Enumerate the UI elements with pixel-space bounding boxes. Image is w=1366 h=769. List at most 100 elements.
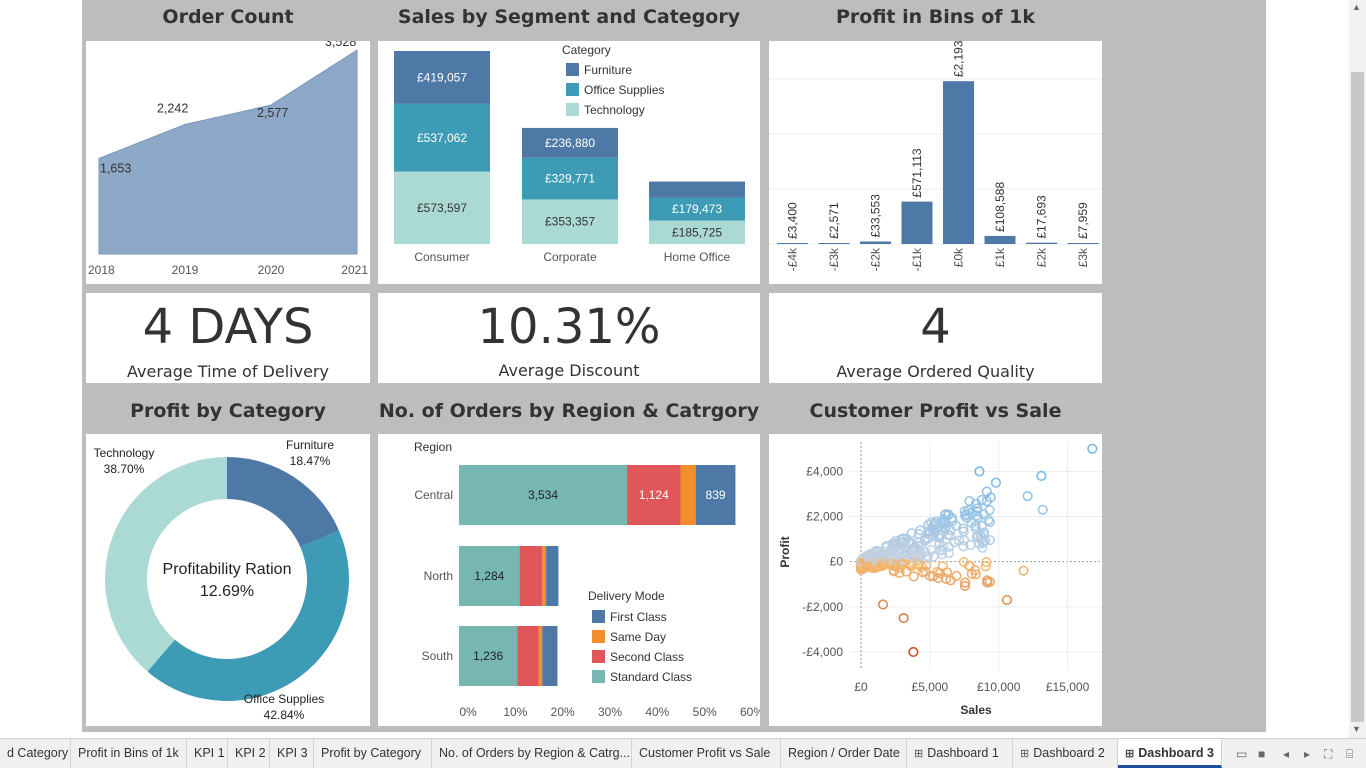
tab-kpi-3[interactable]: KPI 3 xyxy=(270,739,314,768)
legend-swatch xyxy=(566,103,579,116)
x-bin-label: £3k xyxy=(1076,247,1090,267)
scatter-point xyxy=(983,515,994,526)
tab-label: Profit by Category xyxy=(321,746,422,760)
fullscreen-icon[interactable]: ⛶ xyxy=(1324,747,1333,761)
customer-profit-svg: £4,000 £2,000 £0 -£2,000 -£4,000 £0 £5,000 £10,… xyxy=(778,442,1102,717)
bar-value-label: £185,725 xyxy=(672,225,722,239)
scroll-down-icon[interactable]: ▼ xyxy=(1352,724,1361,734)
stacked-bar-segment xyxy=(649,197,745,221)
bar-value-label: £353,357 xyxy=(545,215,595,229)
tab-category[interactable]: d Category xyxy=(0,739,71,768)
x-tick-label: 50% xyxy=(693,705,717,719)
scatter-point xyxy=(936,549,948,560)
scatter-point xyxy=(984,516,996,528)
scatter-point xyxy=(976,494,987,506)
scatter-point xyxy=(1037,504,1048,515)
dashboard-grid-icon: ⊞ xyxy=(914,748,924,760)
orders-region-chart[interactable]: Region 3,534 1,124 839 Central 1,284 North 1,23… xyxy=(378,434,764,726)
y-tick-label: £0 xyxy=(830,555,844,569)
tab-label: KPI 2 xyxy=(235,746,266,760)
y-tick-label: -£4,000 xyxy=(802,645,843,659)
scatter-point xyxy=(893,540,904,551)
presentation-icon[interactable]: ■ xyxy=(1258,747,1266,761)
tab-region-order-date[interactable]: Region / Order Date xyxy=(781,739,907,768)
scatter-point xyxy=(1022,491,1033,502)
region-label: North xyxy=(424,569,453,583)
sales-segment-chart[interactable]: £573,597 £537,062 £419,057 Consumer £353,357… xyxy=(378,41,760,284)
scatter-point xyxy=(978,509,989,520)
scatter-point xyxy=(1036,470,1047,481)
scatter-point xyxy=(922,550,933,561)
x-category-label: Consumer xyxy=(414,250,469,264)
sheet-tab-bar: d Category Profit in Bins of 1k KPI 1 KP… xyxy=(0,738,1366,768)
scatter-point xyxy=(855,559,867,570)
sales-segment-title: Sales by Segment and Category xyxy=(397,6,741,28)
scatter-point xyxy=(949,537,960,548)
tab-dashboard-1[interactable]: ⊞ Dashboard 1 xyxy=(907,739,1013,768)
bin-value-label: £571,113 xyxy=(910,148,924,197)
profit-bins-title: Profit in Bins of 1k xyxy=(835,6,1036,28)
y-tick-label: £4,000 xyxy=(806,464,843,478)
scatter-point xyxy=(908,646,919,658)
legend-label: Furniture xyxy=(584,63,632,77)
scatter-point xyxy=(926,544,937,556)
orders-region-svg: Region 3,534 1,124 839 Central 1,284 North 1,23… xyxy=(414,440,764,719)
tab-orders-region[interactable]: No. of Orders by Region & Catrg... xyxy=(432,739,632,768)
profit-bins-chart[interactable]: £3,400 -£4k £2,571 -£3k £33,553 -£2k £571,113 -… xyxy=(769,17,1102,284)
prev-icon[interactable]: ◂ xyxy=(1283,747,1290,761)
region-bar-segment xyxy=(546,546,559,606)
tab-profit-category[interactable]: Profit by Category xyxy=(314,739,432,768)
x-tick-label: 10% xyxy=(503,705,527,719)
tab-dashboard-3[interactable]: ⊞ Dashboard 3 xyxy=(1118,739,1222,768)
tab-kpi-2[interactable]: KPI 2 xyxy=(228,739,270,768)
x-bin-label: -£2k xyxy=(869,247,883,271)
tab-label: KPI 1 xyxy=(194,746,225,760)
kpi-quality-label: Average Ordered Quality xyxy=(836,362,1035,381)
donut-center-value: 12.69% xyxy=(200,583,254,600)
area-data-label: 2,577 xyxy=(257,106,288,120)
scatter-point xyxy=(960,510,971,521)
device-preview-icon[interactable]: ⌸ xyxy=(1346,747,1354,761)
next-icon[interactable]: ▸ xyxy=(1304,747,1311,761)
scroll-up-icon[interactable]: ▲ xyxy=(1352,2,1361,12)
scatter-point xyxy=(945,525,956,536)
legend-label: Second Class xyxy=(610,650,684,664)
legend-title: Delivery Mode xyxy=(588,589,665,603)
region-bar-segment xyxy=(542,546,547,606)
tab-profit-bins[interactable]: Profit in Bins of 1k xyxy=(71,739,187,768)
scatter-point xyxy=(973,512,984,523)
region-bar-label: 3,534 xyxy=(528,488,558,502)
grid-icon[interactable]: ▭ xyxy=(1236,747,1248,761)
area-data-label: 1,653 xyxy=(100,161,131,175)
region-bar-label: 1,284 xyxy=(474,569,504,583)
scatter-point xyxy=(878,548,889,559)
stacked-bar-segment xyxy=(394,171,490,244)
tab-label: Region / Order Date xyxy=(788,746,900,760)
order-count-chart[interactable]: 1,653 2,242 2,577 3,528 2018 2019 2020 2021 xyxy=(86,35,370,284)
profit-bin-bar xyxy=(1026,242,1057,244)
region-bar-segment xyxy=(519,546,543,606)
tab-kpi-1[interactable]: KPI 1 xyxy=(187,739,228,768)
scatter-point xyxy=(920,566,931,577)
scatter-point xyxy=(864,552,875,563)
legend-swatch xyxy=(592,670,605,683)
profit-bin-bar xyxy=(860,241,891,244)
donut-center-title: Profitability Ration xyxy=(163,561,292,578)
profit-category-chart[interactable]: Profitability Ration 12.69% Furniture 18.47… xyxy=(86,434,370,726)
x-tick-label: 2019 xyxy=(172,263,199,277)
profit-bin-bar xyxy=(901,201,933,244)
donut-slice xyxy=(147,530,349,701)
customer-profit-chart[interactable]: £4,000 £2,000 £0 -£2,000 -£4,000 £0 £5,000 £10,… xyxy=(769,434,1102,726)
scatter-point xyxy=(961,509,972,520)
kpi-discount-label: Average Discount xyxy=(498,361,640,380)
tab-dashboard-2[interactable]: ⊞ Dashboard 2 xyxy=(1013,739,1118,768)
bar-value-label: £573,597 xyxy=(417,201,467,215)
region-bar-label: 1,124 xyxy=(639,488,669,502)
tab-label: No. of Orders by Region & Catrg... xyxy=(439,746,631,760)
x-tick-label: 40% xyxy=(645,705,669,719)
tab-customer-profit[interactable]: Customer Profit vs Sale xyxy=(632,739,781,768)
scatter-point xyxy=(982,577,993,588)
scatter-point xyxy=(907,549,918,561)
scrollbar-thumb[interactable] xyxy=(1351,72,1364,722)
stacked-bar-segment xyxy=(394,103,490,172)
